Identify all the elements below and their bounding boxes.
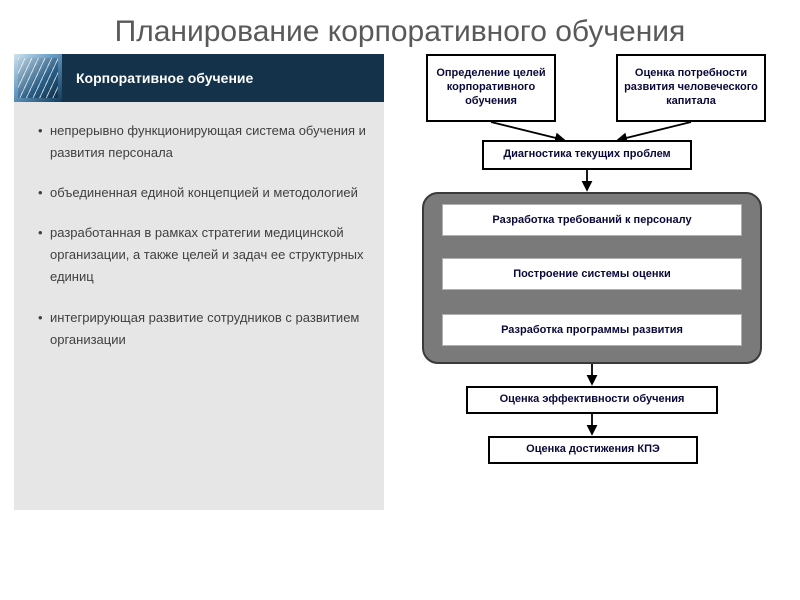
blue-header: Корпоративное обучение [14, 54, 384, 102]
flow-box-diagnostics: Диагностика текущих проблем [482, 140, 692, 170]
flowchart: Определение целей корпоративного обучени… [396, 54, 786, 534]
flow-box-effectiveness: Оценка эффективности обучения [466, 386, 718, 414]
flow-box-needs: Оценка потребности развития человеческог… [616, 54, 766, 122]
page-title: Планирование корпоративного обучения [0, 0, 800, 54]
left-column: Корпоративное обучение непрерывно функци… [14, 54, 384, 534]
flow-box-program: Разработка программы развития [442, 314, 742, 346]
bridge-icon [14, 54, 62, 102]
list-item: непрерывно функционирующая система обуче… [38, 120, 366, 164]
content-row: Корпоративное обучение непрерывно функци… [0, 54, 800, 544]
flow-box-goals: Определение целей корпоративного обучени… [426, 54, 556, 122]
list-item: объединенная единой концепцией и методол… [38, 182, 366, 204]
bullet-list: непрерывно функционирующая система обуче… [38, 120, 366, 351]
gray-panel: непрерывно функционирующая система обуче… [14, 102, 384, 510]
header-label: Корпоративное обучение [62, 54, 384, 102]
flow-box-requirements: Разработка требований к персоналу [442, 204, 742, 236]
flow-box-assessment: Построение системы оценки [442, 258, 742, 290]
flow-box-kpi: Оценка достижения КПЭ [488, 436, 698, 464]
list-item: интегрирующая развитие сотрудников с раз… [38, 307, 366, 351]
list-item: разработанная в рамках стратегии медицин… [38, 222, 366, 288]
